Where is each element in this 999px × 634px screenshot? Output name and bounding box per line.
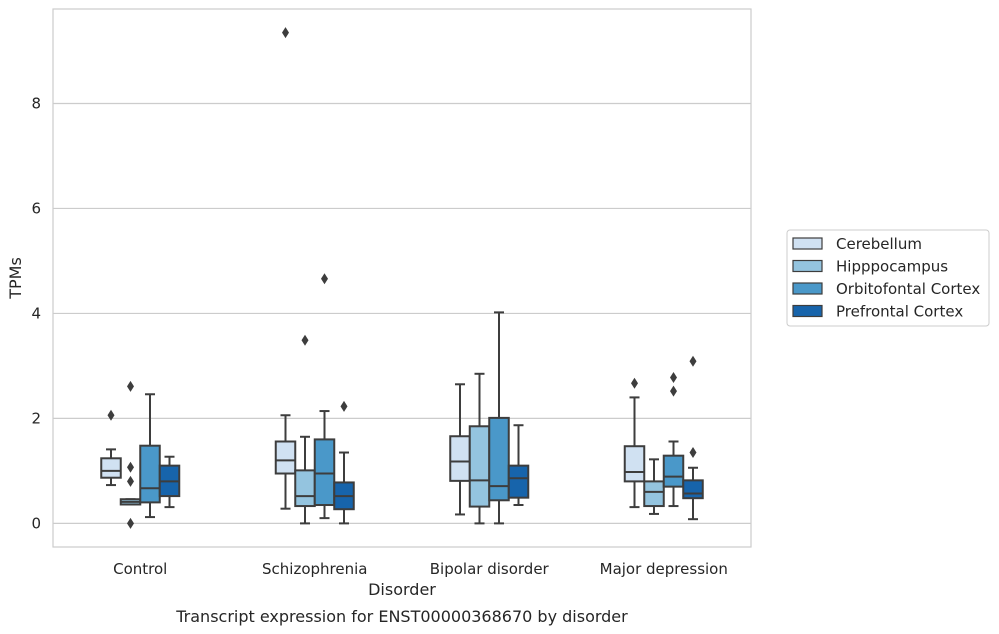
box-prefrontal-cortex-1 bbox=[333, 400, 355, 525]
boxes bbox=[100, 27, 704, 529]
legend-label: Hipppocampus bbox=[836, 258, 948, 276]
outlier-point bbox=[107, 409, 115, 421]
x-axis-title: Disorder bbox=[368, 580, 436, 599]
y-tick-label: 6 bbox=[31, 199, 41, 217]
chart-caption: Transcript expression for ENST0000036867… bbox=[175, 607, 628, 626]
box-iqr bbox=[313, 438, 336, 507]
outlier-point bbox=[127, 380, 134, 392]
outlier-point bbox=[127, 517, 134, 529]
outlier-point bbox=[689, 355, 697, 367]
x-tick-label: Bipolar disorder bbox=[430, 560, 550, 578]
x-tick-labels: Control Schizophrenia Bipolar disorder Majo… bbox=[113, 560, 728, 578]
outlier-point bbox=[127, 461, 134, 473]
box-iqr bbox=[643, 480, 665, 508]
outlier-point bbox=[689, 447, 697, 459]
box-iqr bbox=[507, 464, 530, 499]
outlier-point bbox=[127, 475, 134, 487]
y-tick-label: 2 bbox=[31, 409, 41, 427]
box-hipppocampus-1 bbox=[294, 334, 316, 525]
y-tick-labels: 0 2 4 6 8 bbox=[31, 94, 41, 532]
box-prefrontal-cortex-2 bbox=[507, 424, 530, 507]
x-tick-label: Control bbox=[113, 560, 167, 578]
box-orbitofontal-cortex-1 bbox=[313, 273, 336, 520]
box-hipppocampus-3 bbox=[643, 458, 665, 515]
legend-label: Orbitofontal Cortex bbox=[836, 280, 980, 298]
y-tick-label: 4 bbox=[31, 304, 41, 322]
legend-swatch bbox=[792, 304, 823, 318]
box-iqr bbox=[100, 457, 122, 479]
box-orbitofontal-cortex-3 bbox=[662, 371, 685, 508]
box-iqr bbox=[449, 435, 471, 482]
box-iqr bbox=[488, 416, 510, 502]
box-orbitofontal-cortex-2 bbox=[488, 311, 510, 525]
outlier-point bbox=[301, 334, 309, 346]
plot-frame bbox=[52, 8, 752, 548]
box-cerebellum-1 bbox=[274, 27, 297, 510]
box-iqr bbox=[623, 445, 646, 483]
y-tick-label: 0 bbox=[31, 514, 41, 532]
legend-swatch bbox=[792, 259, 823, 273]
legend-swatch bbox=[792, 282, 823, 295]
x-tick-label: Major depression bbox=[600, 560, 728, 578]
box-cerebellum-3 bbox=[623, 377, 646, 509]
outlier-point bbox=[670, 385, 677, 397]
box-prefrontal-cortex-0 bbox=[158, 455, 181, 509]
box-iqr bbox=[662, 454, 685, 488]
box-iqr bbox=[682, 479, 704, 500]
outlier-point bbox=[631, 377, 638, 389]
box-cerebellum-0 bbox=[100, 409, 122, 487]
legend: Cerebellum Hipppocampus Orbitofontal Corte… bbox=[786, 229, 990, 327]
legend-label: Prefrontal Cortex bbox=[836, 303, 963, 321]
legend-label: Cerebellum bbox=[836, 235, 922, 253]
box-iqr bbox=[294, 469, 316, 508]
y-tick-label: 8 bbox=[31, 94, 41, 112]
box-orbitofontal-cortex-0 bbox=[139, 393, 161, 519]
outlier-point bbox=[340, 400, 348, 412]
box-cerebellum-2 bbox=[449, 383, 471, 516]
outlier-point bbox=[670, 371, 677, 383]
outlier-point bbox=[282, 27, 289, 39]
legend-swatch bbox=[792, 237, 823, 250]
legend-frame bbox=[786, 229, 990, 327]
x-tick-label: Schizophrenia bbox=[262, 560, 367, 578]
outlier-point bbox=[321, 273, 328, 285]
box-hipppocampus-0 bbox=[119, 380, 142, 529]
box-iqr bbox=[274, 440, 297, 475]
box-iqr bbox=[139, 444, 161, 504]
box-hipppocampus-2 bbox=[468, 372, 491, 525]
y-axis-title: TPMs bbox=[6, 257, 25, 300]
box-iqr bbox=[468, 425, 491, 508]
box-prefrontal-cortex-3 bbox=[682, 355, 704, 521]
